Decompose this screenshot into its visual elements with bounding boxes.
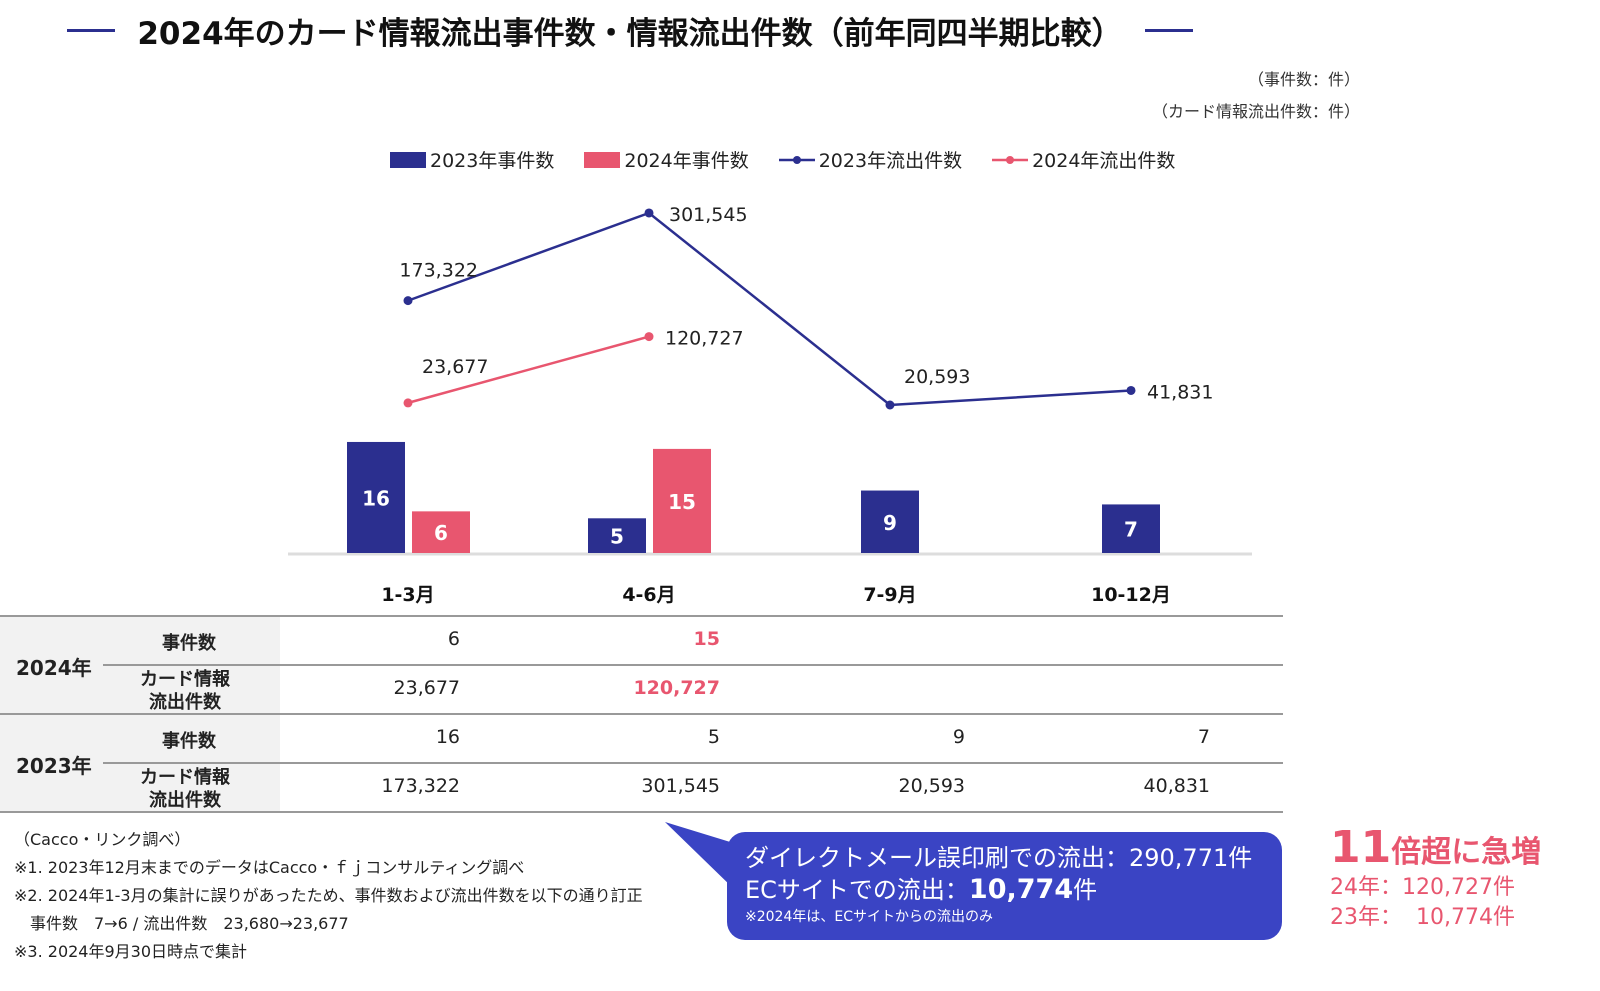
data-point (403, 296, 413, 306)
footnote: 事件数 7→6 / 流出件数 23,680→23,677 (30, 914, 349, 933)
data-point (403, 398, 413, 408)
legend-label: 2024年流出件数 (1032, 150, 1176, 172)
legend-item: 2023年流出件数 (778, 146, 963, 173)
bar-value-label: 15 (668, 490, 696, 514)
highlight-line: 23年： 10,774件 (1330, 905, 1515, 930)
highlight-number: 11 (1330, 822, 1392, 873)
table-cell: 7 (1197, 726, 1210, 748)
highlight-box: 11倍超に急増 24年：120,727件 23年： 10,774件 (1330, 822, 1541, 933)
bar (861, 490, 919, 553)
line-value-label: 41,831 (1147, 381, 1213, 403)
table-cell: 5 (707, 726, 720, 748)
x-tick-label: 4-6月 (622, 584, 675, 606)
bar-value-label: 7 (1124, 518, 1138, 542)
table-cell: 20,593 (898, 775, 965, 797)
row-label-line: カード情報 (140, 767, 230, 788)
data-point (644, 332, 654, 342)
legend-line-marker (992, 155, 1029, 164)
divider (0, 713, 1283, 715)
data-point (885, 400, 895, 410)
legend-swatch (390, 151, 426, 168)
line-value-label: 20,593 (904, 366, 970, 388)
title-rule (67, 29, 116, 32)
footnote: ※2. 2024年1-3月の集計に誤りがあったため、事件数および流出件数を以下の… (14, 886, 643, 905)
bar-value-label: 5 (610, 525, 624, 549)
legend-line-marker (778, 155, 815, 164)
line-value-label: 23,677 (422, 356, 488, 378)
x-tick-label: 1-3月 (381, 584, 434, 606)
year-label: 2024年 (16, 656, 92, 680)
bar (588, 518, 646, 553)
legend: 2023年事件数 2024年事件数 2023年流出件数 2024年流出件数 (390, 146, 1175, 173)
footnote: ※3. 2024年9月30日時点で集計 (14, 942, 248, 961)
table-cell: 6 (447, 628, 460, 650)
table-cell: 16 (435, 726, 460, 748)
bar-value-label: 9 (883, 511, 897, 535)
callout-value: 10,774 (968, 874, 1074, 905)
row-label: 事件数 (162, 633, 216, 654)
series-line (407, 211, 1132, 407)
table-cell: 173,322 (381, 775, 460, 797)
legend-item: 2024年流出件数 (992, 146, 1175, 173)
legend-label: 2023年流出件数 (818, 150, 963, 172)
callout-box: ダイレクトメール誤印刷での流出：290,771件 ECサイトでの流出：10,77… (727, 832, 1282, 940)
divider (103, 664, 1283, 666)
row-label: 事件数 (162, 731, 216, 752)
legend-label: 2024年事件数 (624, 150, 749, 172)
line-value-label: 301,545 (669, 204, 748, 226)
x-tick-label: 7-9月 (863, 584, 916, 606)
table-cell: 120,727 (633, 677, 720, 699)
callout-text: 件 (1073, 876, 1098, 904)
bar (1102, 504, 1160, 553)
year-label: 2023年 (16, 754, 92, 778)
callout-line: ダイレクトメール誤印刷での流出：290,771件 (745, 844, 1253, 872)
x-tick-label: 10-12月 (1091, 584, 1171, 606)
row-label-line: 流出件数 (149, 692, 221, 713)
footnote-source: （Cacco・リンク調べ） (14, 830, 191, 849)
title-text: 2024年のカード情報流出事件数・情報流出件数（前年同四半期比較） (137, 16, 1123, 52)
legend-label: 2023年事件数 (430, 150, 555, 172)
footnote: ※1. 2023年12月末までのデータはCacco・ｆｊコンサルティング調べ (14, 858, 525, 877)
row-label: カード情報 流出件数 (140, 766, 230, 812)
row-label-line: 流出件数 (149, 790, 221, 811)
highlight-line: 24年：120,727件 (1330, 875, 1515, 900)
series-line (407, 335, 650, 405)
bar (412, 511, 470, 553)
callout-note: ※2024年は、ECサイトからの流出のみ (745, 909, 993, 925)
divider (0, 615, 1283, 617)
unit-incidents: （事件数：件） (1247, 70, 1360, 89)
line-value-label: 173,322 (399, 260, 478, 282)
row-label: カード情報 流出件数 (140, 668, 230, 714)
bar (347, 441, 405, 553)
bar-value-label: 6 (434, 521, 448, 545)
table-cell: 9 (952, 726, 965, 748)
table-cell: 40,831 (1143, 775, 1210, 797)
chart-title: 2024年のカード情報流出事件数・情報流出件数（前年同四半期比較） (0, 8, 1260, 53)
unit-leaks: （カード情報流出件数：件） (1151, 102, 1360, 121)
title-rule (1144, 29, 1193, 32)
bar-value-label: 16 (362, 486, 390, 510)
data-point (1126, 385, 1136, 395)
row-label-line: カード情報 (140, 669, 230, 690)
table-cell: 301,545 (641, 775, 720, 797)
legend-item: 2024年事件数 (584, 146, 749, 173)
table-cell: 23,677 (393, 677, 460, 699)
divider (103, 762, 1283, 764)
bar (653, 448, 711, 553)
legend-item: 2023年事件数 (390, 146, 554, 173)
line-value-label: 120,727 (665, 328, 744, 350)
legend-swatch (584, 151, 621, 168)
callout-line: ECサイトでの流出：10,774件 (745, 874, 1264, 906)
table-cell: 15 (693, 628, 720, 650)
data-point (644, 208, 654, 218)
callout-text: ECサイトでの流出： (745, 876, 969, 904)
divider (0, 811, 1283, 813)
highlight-text: 倍超に急増 (1391, 835, 1542, 870)
